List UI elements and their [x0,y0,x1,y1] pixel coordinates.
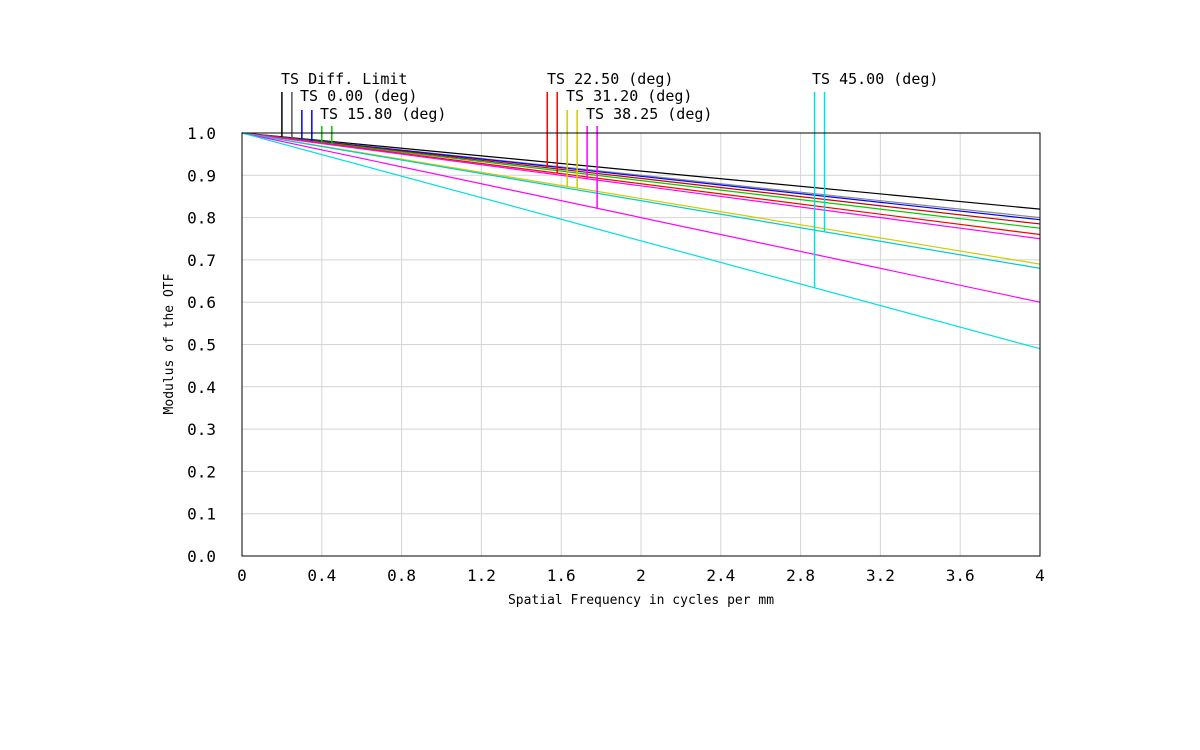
x-tick-label: 2.8 [786,566,815,585]
y-tick-label: 0.4 [187,378,216,397]
grid-layer [241,132,1041,557]
series-line [241,132,1041,210]
y-tick-label: 0.2 [187,462,216,481]
x-tick-label: 2.4 [706,566,735,585]
x-tick-label: 0 [237,566,247,585]
x-tick-label: 1.2 [467,566,496,585]
legend-label-31-20: TS 31.20 (deg) [566,87,692,105]
y-tick-label: 0.7 [187,251,216,270]
x-axis-label: Spatial Frequency in cycles per mm [508,593,774,608]
y-tick-label: 0.1 [187,505,216,524]
x-tick-label: 3.2 [866,566,895,585]
legend-label-diff-limit: TS Diff. Limit [281,70,407,88]
legend-label-45-00: TS 45.00 (deg) [812,70,938,88]
series-line [241,132,1041,303]
y-tick-label: 1.0 [187,124,216,143]
y-tick-label: 0.0 [187,547,216,566]
legend-label-38-25: TS 38.25 (deg) [586,105,712,123]
legend-label-0-00: TS 0.00 (deg) [300,87,417,105]
y-tick-label: 0.3 [187,420,216,439]
x-tick-label: 0.4 [307,566,336,585]
y-axis-label: Modulus of the OTF [162,273,177,414]
series-line [241,132,1041,269]
y-tick-label: 0.5 [187,336,216,355]
series-line [241,132,1041,229]
x-tick-label: 1.6 [547,566,576,585]
series-line [241,132,1041,221]
series-line [241,132,1041,236]
y-tick-label: 0.6 [187,293,216,312]
y-tick-label: 0.8 [187,209,216,228]
y-tick-label: 0.9 [187,166,216,185]
series-line [241,132,1041,240]
x-tick-label: 0.8 [387,566,416,585]
x-tick-label: 2 [636,566,646,585]
plot-frame [241,132,1041,557]
series-line [241,132,1041,225]
series-line [241,132,1041,265]
x-tick-label: 4 [1035,566,1045,585]
series-layer [241,132,1041,350]
series-line [241,132,1041,350]
marker-layer [281,92,826,288]
legend-label-15-80: TS 15.80 (deg) [320,105,446,123]
y-axis-ticks: 0.0 0.1 0.2 0.3 0.4 0.5 0.6 0.7 0.8 0.9 1.0 [187,124,216,566]
legend-label-22-50: TS 22.50 (deg) [547,70,673,88]
x-tick-label: 3.6 [946,566,975,585]
x-axis-ticks: 0 0.4 0.8 1.2 1.6 2 2.4 2.8 3.2 3.6 4 [237,566,1045,585]
